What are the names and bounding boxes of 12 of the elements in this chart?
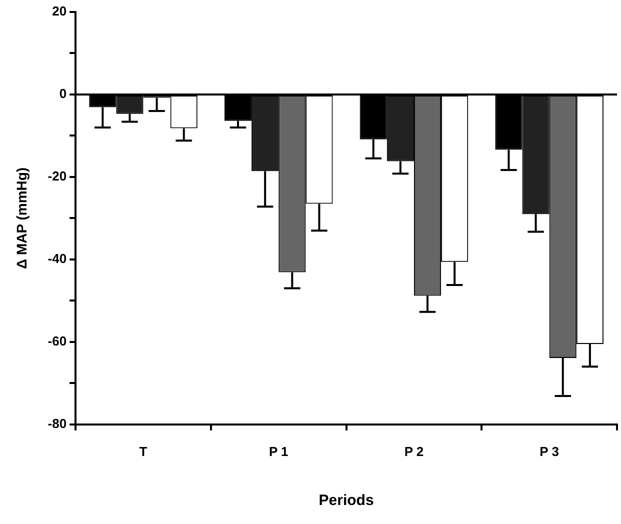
x-tick-label: P 1 [268, 444, 288, 459]
x-tick-label: P 3 [540, 444, 559, 459]
x-tick-label: T [139, 444, 148, 459]
y-tick-label: 20 [52, 4, 67, 19]
y-tick-label: -60 [48, 334, 67, 348]
y-axis-title: Δ MAP (mmHg) [13, 167, 30, 269]
y-tick-label: -80 [48, 416, 67, 431]
y-tick-label: -20 [48, 168, 67, 184]
x-axis-title: Periods [318, 492, 374, 510]
y-tick-label: 0 [59, 86, 67, 102]
x-tick-label: P 2 [404, 444, 424, 459]
y-tick-label: -40 [48, 251, 67, 266]
